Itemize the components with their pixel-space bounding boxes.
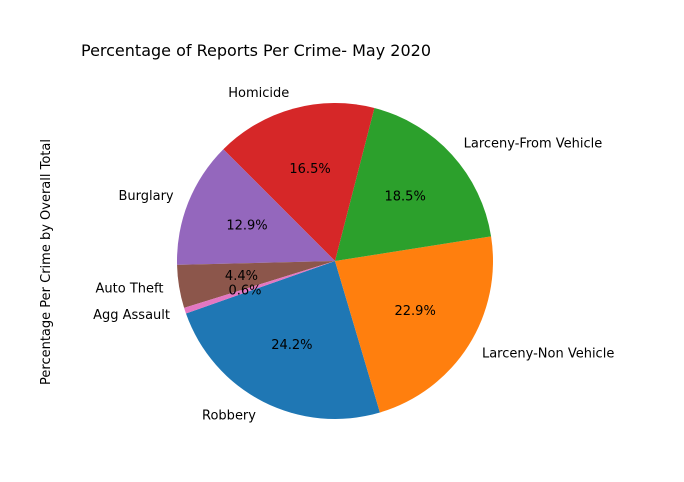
slice-larceny-from-vehicle	[335, 107, 492, 261]
pct-label-larceny-from-vehicle: 18.5%	[385, 190, 426, 205]
y-axis-label: Percentage Per Crime by Overall Total	[39, 139, 54, 385]
slice-label-agg-assault: Agg Assault	[93, 308, 170, 323]
slice-agg-assault	[184, 261, 335, 314]
pie-labels: Robbery 24.2% Larceny-Non Vehicle 22.9% Larc…	[93, 86, 614, 423]
slice-label-burglary: Burglary	[118, 189, 173, 204]
pct-label-agg-assault: 0.6%	[228, 283, 261, 298]
slice-label-larceny-from-vehicle: Larceny-From Vehicle	[464, 137, 603, 152]
slice-label-homicide: Homicide	[228, 86, 289, 101]
pie-slices	[177, 103, 493, 419]
pct-label-auto-theft: 4.4%	[225, 269, 258, 284]
chart-title: Percentage of Reports Per Crime- May 202…	[81, 41, 431, 60]
slice-homicide	[223, 103, 375, 262]
pct-label-robbery: 24.2%	[271, 338, 312, 353]
slice-robbery	[185, 261, 380, 419]
pct-label-homicide: 16.5%	[289, 162, 330, 177]
slice-burglary	[177, 149, 335, 265]
pct-label-larceny-non-vehicle: 22.9%	[395, 304, 436, 319]
slice-auto-theft	[177, 261, 335, 308]
slice-larceny-non-vehicle	[335, 236, 493, 413]
slice-label-robbery: Robbery	[202, 408, 256, 423]
pct-label-burglary: 12.9%	[226, 218, 267, 233]
slice-label-larceny-non-vehicle: Larceny-Non Vehicle	[482, 346, 614, 361]
slice-label-auto-theft: Auto Theft	[96, 282, 164, 297]
